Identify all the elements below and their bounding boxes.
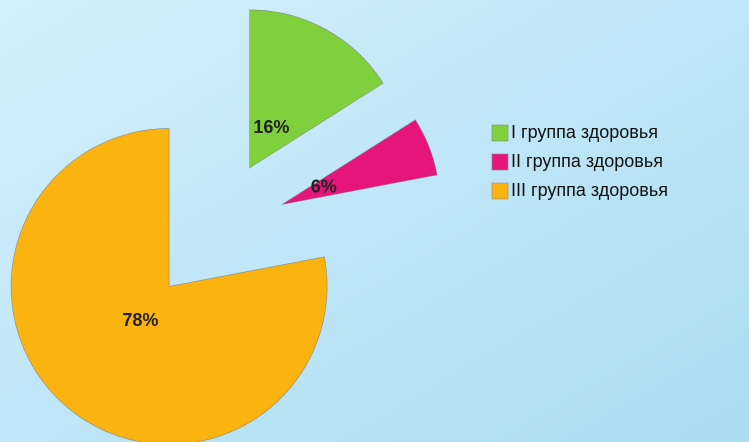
data-label: 6% (311, 177, 337, 197)
legend-swatch (491, 182, 509, 200)
pie: 16% 6% 78% (10, 9, 438, 442)
legend-label: III группа здоровья (511, 180, 668, 200)
data-label: 78% (122, 310, 158, 330)
legend-swatch (491, 153, 509, 171)
legend-swatch (491, 124, 509, 142)
data-label: 16% (253, 117, 289, 137)
pie-slice (10, 128, 328, 442)
legend: I группа здоровья II группа здоровья III г… (491, 122, 668, 200)
pie-slice (249, 9, 384, 169)
pie-slice (281, 119, 438, 205)
legend-label: II группа здоровья (511, 151, 663, 171)
legend-label: I группа здоровья (511, 122, 658, 142)
